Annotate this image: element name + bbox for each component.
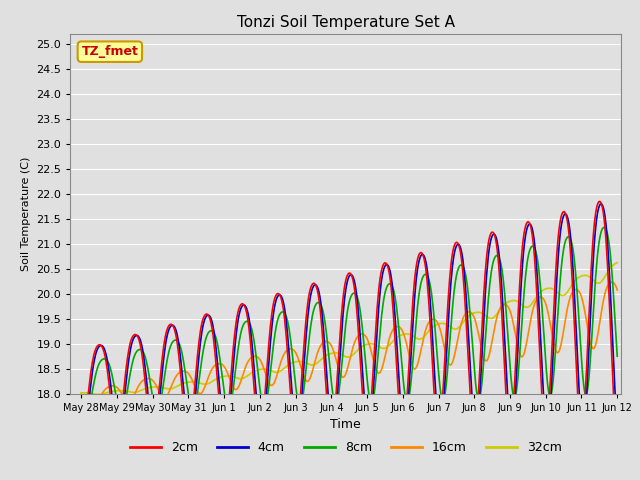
X-axis label: Time: Time <box>330 418 361 431</box>
Y-axis label: Soil Temperature (C): Soil Temperature (C) <box>21 156 31 271</box>
Legend: 2cm, 4cm, 8cm, 16cm, 32cm: 2cm, 4cm, 8cm, 16cm, 32cm <box>125 436 566 459</box>
Text: TZ_fmet: TZ_fmet <box>81 45 138 58</box>
Title: Tonzi Soil Temperature Set A: Tonzi Soil Temperature Set A <box>237 15 454 30</box>
